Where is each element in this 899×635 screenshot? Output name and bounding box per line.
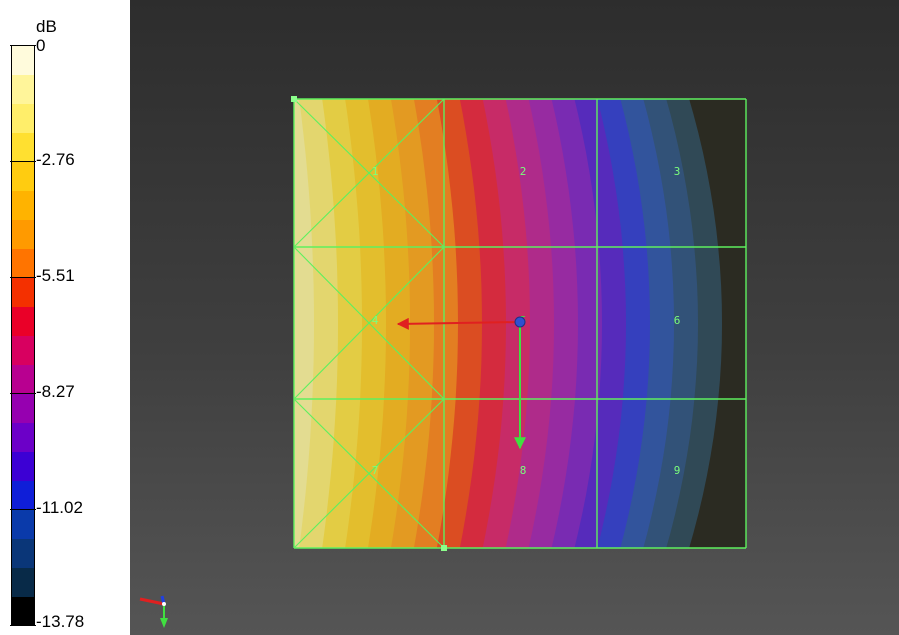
colorbar-band [12, 568, 34, 597]
node-label: 9 [674, 464, 681, 477]
colorbar-band [12, 307, 34, 336]
color-legend: dB 0 -2.76 -5.51 -8.27 -11.02 -13.78 [0, 0, 128, 635]
legend-tick-label: -8.27 [36, 382, 75, 401]
colorbar-band [12, 75, 34, 104]
scene-canvas[interactable]: 123456789 [130, 0, 899, 635]
legend-tick-label: -13.78 [36, 612, 85, 631]
colorbar-band [12, 481, 34, 510]
colorbar-band [12, 336, 34, 365]
mesh-line [293, 398, 445, 549]
node-label: 3 [674, 165, 681, 178]
colorbar-band [12, 191, 34, 220]
node-label: 7 [372, 464, 379, 477]
node-label: 6 [674, 314, 681, 327]
3d-viewport[interactable]: 123456789 [130, 0, 899, 635]
x-direction-arrow [396, 317, 521, 330]
colorbar-band [12, 597, 34, 626]
legend-tick-mark [10, 393, 36, 394]
node-label: 1 [372, 165, 379, 178]
legend-tick-mark [10, 161, 36, 162]
node-label: 4 [372, 314, 379, 327]
legend-tick-mark [10, 625, 36, 626]
legend-tick-mark [10, 509, 36, 510]
legend-tick-label: -11.02 [36, 498, 83, 517]
mesh-line [293, 98, 445, 248]
colorbar [11, 45, 35, 626]
colorbar-band [12, 539, 34, 568]
colorbar-band [12, 278, 34, 307]
colorbar-band [12, 365, 34, 394]
colorbar-band [12, 46, 34, 75]
corner-handle-top-left[interactable] [291, 96, 297, 102]
legend-tick-label: -5.51 [36, 266, 75, 285]
center-node-marker[interactable] [514, 316, 526, 328]
legend-tick-label: -2.76 [36, 150, 75, 169]
legend-tick-mark [10, 45, 36, 46]
colorbar-band [12, 394, 34, 423]
node-label: 8 [520, 464, 527, 477]
xyz-axes-icon [139, 595, 168, 628]
contour-band [689, 99, 746, 548]
colorbar-band [12, 162, 34, 191]
mesh-line [293, 246, 445, 400]
node-label: 2 [520, 165, 527, 178]
legend-tick-label: 0 [36, 36, 46, 55]
colorbar-band [12, 220, 34, 249]
legend-unit-label: dB [36, 17, 57, 36]
colorbar-band [12, 452, 34, 481]
colorbar-band [12, 423, 34, 452]
colorbar-band [12, 133, 34, 162]
colorbar-band [12, 104, 34, 133]
colorbar-band [12, 510, 34, 539]
corner-handle-bottom[interactable] [441, 545, 447, 551]
legend-tick-mark [10, 277, 36, 278]
colorbar-band [12, 249, 34, 278]
